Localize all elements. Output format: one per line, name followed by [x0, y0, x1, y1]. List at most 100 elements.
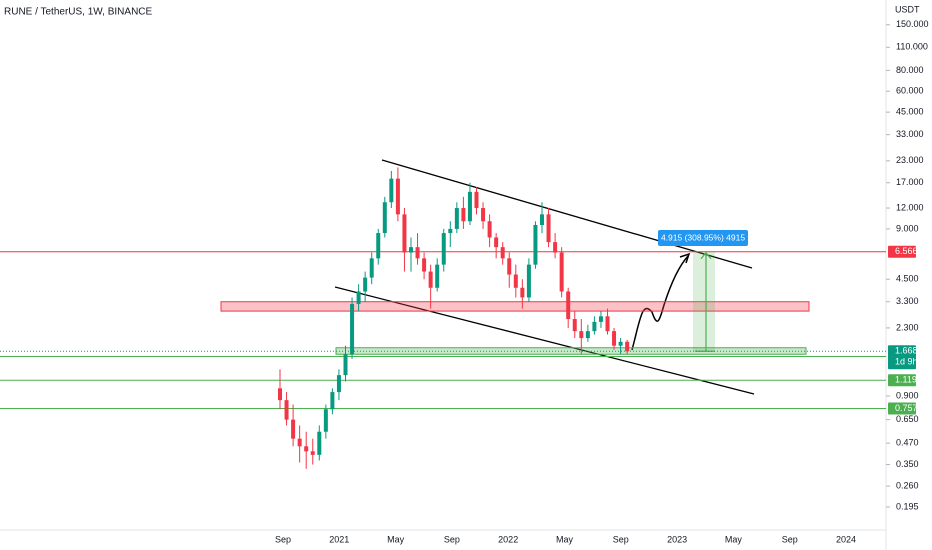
candle-body — [572, 319, 577, 332]
x-tick-label: Sep — [444, 534, 460, 544]
candle-body — [467, 191, 472, 222]
candle-body — [520, 287, 525, 298]
y-tick-label: 0.260 — [896, 480, 919, 490]
y-tick-label: 9.000 — [896, 223, 919, 233]
projection-area — [693, 251, 715, 352]
trend-line — [334, 286, 755, 395]
candle-body — [343, 354, 348, 376]
level-label: 0.757 — [895, 403, 918, 413]
y-tick-label: 110.000 — [896, 42, 928, 52]
y-tick-label: 45.000 — [896, 107, 924, 117]
candle-body — [618, 341, 623, 346]
y-tick-label: 60.000 — [896, 86, 924, 96]
x-tick-label: 2021 — [329, 534, 349, 544]
candle-body — [494, 237, 499, 248]
candle-body — [553, 242, 558, 253]
x-tick-label: 2023 — [667, 534, 687, 544]
candle-body — [389, 178, 394, 203]
x-tick-label: May — [556, 534, 574, 544]
arrow-drawing — [631, 255, 689, 351]
candle-body — [376, 233, 381, 259]
candle-body — [507, 258, 512, 275]
y-tick-label: 0.350 — [896, 459, 919, 469]
level-tag — [888, 374, 916, 387]
x-tick-label: 2022 — [498, 534, 518, 544]
candle-body — [369, 258, 374, 278]
candle-body — [317, 431, 322, 455]
candle-body — [323, 409, 328, 432]
axis-unit: USDT — [895, 4, 920, 14]
candle-body — [350, 303, 355, 355]
y-tick-label: 33.000 — [896, 129, 924, 139]
candle-body — [546, 214, 551, 243]
x-tick-label: Sep — [275, 534, 291, 544]
candle-body — [533, 224, 538, 265]
candle-body — [428, 271, 433, 288]
candle-body — [566, 291, 571, 320]
candle-body — [454, 208, 459, 229]
projection-label: 4.915 (308.95%) 4915 — [661, 232, 745, 242]
candle-body — [310, 451, 315, 455]
candle-body — [422, 258, 427, 272]
y-tick-label: 2.300 — [896, 322, 919, 332]
candle-body — [395, 178, 400, 215]
candle-body — [435, 264, 440, 288]
candle-body — [402, 214, 407, 253]
projection-head — [700, 251, 712, 260]
candle-body — [278, 388, 282, 401]
candle-body — [487, 221, 492, 238]
trend-line — [381, 159, 753, 269]
candle-body — [605, 316, 610, 332]
y-tick-label: 0.650 — [896, 414, 919, 424]
y-tick-label: 4.500 — [896, 274, 919, 284]
zone — [220, 301, 810, 312]
x-tick-label: Sep — [613, 534, 629, 544]
candle-body — [526, 264, 531, 298]
candle-body — [330, 392, 335, 410]
y-tick-label: 0.470 — [896, 438, 919, 448]
y-tick-label: 0.900 — [896, 390, 919, 400]
candle-body — [382, 202, 387, 234]
level-label: 6.566 — [895, 246, 918, 256]
candle-body — [592, 321, 597, 332]
candle-body — [363, 277, 368, 292]
candle-body — [291, 419, 296, 439]
candle-body — [448, 228, 453, 234]
last-price-label: 1.668 — [895, 346, 918, 356]
candle-body — [585, 331, 590, 339]
x-tick-label: Sep — [782, 534, 798, 544]
candle-body — [481, 208, 486, 222]
y-tick-label: 150.000 — [896, 19, 929, 29]
y-tick-label: 17.000 — [896, 177, 924, 187]
arrow-head — [679, 252, 691, 264]
candle-body — [441, 233, 446, 265]
candle-body — [409, 247, 413, 253]
chart-title: RUNE / TetherUS, 1W, BINANCE — [4, 7, 153, 18]
y-tick-label: 80.000 — [896, 65, 924, 75]
candle-body — [540, 214, 544, 225]
y-tick-label: 3.300 — [896, 296, 919, 306]
y-tick-label: 0.195 — [896, 501, 919, 511]
candle-body — [559, 252, 564, 292]
candle-body — [415, 247, 420, 259]
candle-body — [500, 247, 505, 259]
candle-body — [598, 316, 603, 322]
level-tag — [888, 402, 916, 415]
y-tick-label: 12.000 — [896, 202, 924, 212]
candle-body — [284, 400, 289, 420]
level-tag — [888, 245, 916, 258]
candle-body — [356, 291, 361, 304]
x-tick-label: May — [387, 534, 405, 544]
last-price-tag — [888, 345, 916, 370]
candle-body — [474, 191, 479, 209]
level-label: 1.119 — [895, 375, 917, 385]
candle-body — [297, 438, 302, 447]
candle-body — [612, 331, 617, 346]
candle-body — [579, 331, 584, 339]
candle-body — [304, 446, 309, 452]
candle-body — [336, 375, 341, 393]
candle-body — [625, 341, 630, 352]
